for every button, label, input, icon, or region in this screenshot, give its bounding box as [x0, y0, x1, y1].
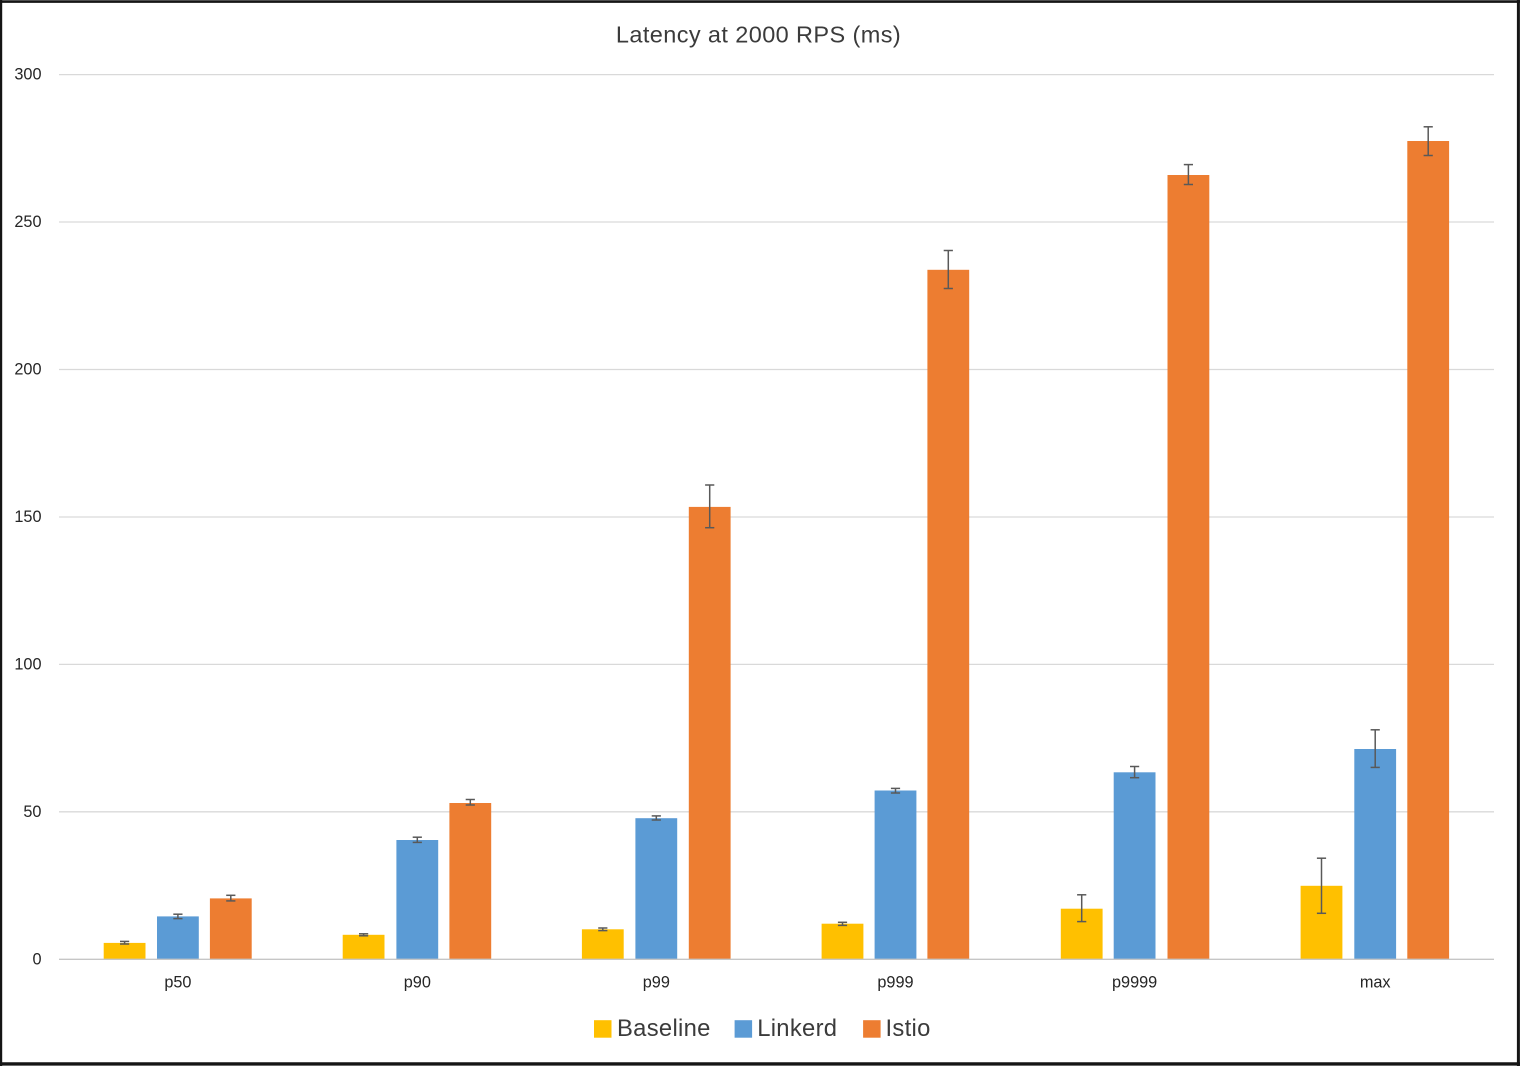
svg-text:p50: p50 — [164, 974, 191, 992]
svg-text:Latency at 2000 RPS (ms): Latency at 2000 RPS (ms) — [616, 22, 901, 48]
svg-text:p99: p99 — [643, 974, 670, 992]
svg-text:Baseline: Baseline — [617, 1015, 711, 1042]
svg-text:Linkerd: Linkerd — [757, 1015, 837, 1042]
svg-text:max: max — [1360, 974, 1391, 992]
svg-text:100: 100 — [14, 655, 41, 673]
svg-text:0: 0 — [32, 950, 41, 968]
svg-text:Istio: Istio — [886, 1015, 931, 1042]
svg-text:300: 300 — [14, 66, 41, 84]
svg-text:p90: p90 — [404, 974, 431, 992]
svg-text:p999: p999 — [877, 974, 913, 992]
svg-text:p9999: p9999 — [1112, 974, 1157, 992]
svg-text:150: 150 — [14, 508, 41, 526]
svg-text:250: 250 — [14, 213, 41, 231]
svg-text:50: 50 — [23, 803, 41, 821]
svg-text:200: 200 — [14, 361, 41, 379]
